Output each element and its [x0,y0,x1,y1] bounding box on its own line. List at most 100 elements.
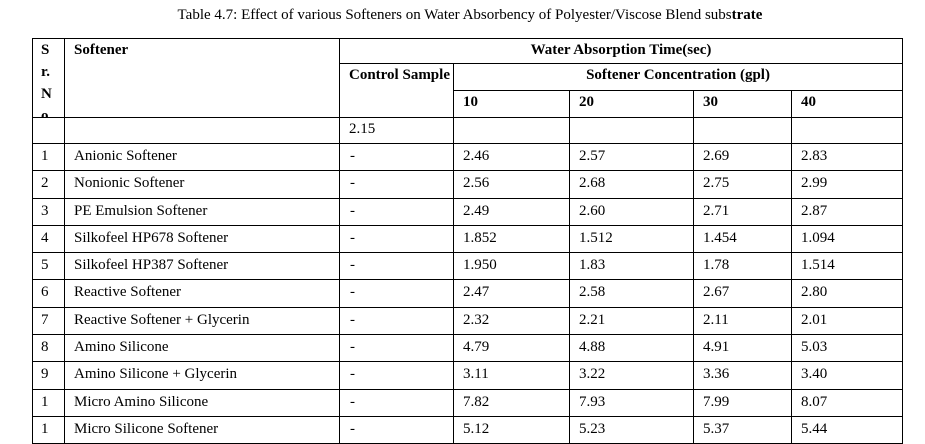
control-cell: - [339,170,454,199]
value-cell-30: 1.454 [693,224,792,254]
value-cell-30: 2.69 [693,142,792,172]
value-cell-30: 1.78 [693,252,792,281]
value-cell-20: 2.58 [569,279,694,308]
sr-cell: 1 [32,142,65,172]
table-row: 4 Silkofeel HP678 Softener -1.852 1.512 1.45… [32,224,904,254]
value-cell-30: 2.71 [693,197,792,226]
value-cell-10: 7.82 [453,388,570,417]
table-row: 1 Anionic Softener -2.46 2.57 2.69 2.83 [32,142,904,172]
control-value: 2.15 [339,117,454,144]
cell-empty [790,117,904,144]
value-cell-10: 2.49 [453,197,570,226]
value-cell-40: 2.87 [790,197,904,226]
table-row: 1 Micro Amino Silicone -7.82 7.93 7.99 8.07 [32,388,904,417]
control-cell: - [339,388,454,417]
sr-cell: 7 [32,306,65,336]
softener-name-cell: Silkofeel HP387 Softener [64,252,340,281]
control-cell: - [339,224,454,254]
cell-empty [64,117,340,144]
sr-cell: 5 [32,252,65,281]
cell-empty [32,117,65,144]
cell-empty [569,117,694,144]
sr-cell: 1 [32,415,65,444]
value-cell-30: 3.36 [693,361,792,390]
softener-name-cell: PE Emulsion Softener [64,197,340,226]
table-row: 7 Reactive Softener + Glycerin -2.32 2.21 2.… [32,306,904,336]
value-cell-20: 5.23 [569,415,694,444]
value-cell-40: 5.03 [790,334,904,363]
value-cell-40: 1.094 [790,224,904,254]
softener-absorbency-table: Sr.No Softener Water Absorption Time(sec… [32,38,904,444]
softener-name-cell: Reactive Softener + Glycerin [64,306,340,336]
cell-empty [453,117,570,144]
value-cell-40: 2.99 [790,170,904,199]
sr-cell: 2 [32,170,65,199]
value-cell-40: 3.40 [790,361,904,390]
value-cell-10: 2.47 [453,279,570,308]
value-cell-10: 2.56 [453,170,570,199]
softener-name-cell: Micro Amino Silicone [64,388,340,417]
value-cell-20: 3.22 [569,361,694,390]
value-cell-10: 5.12 [453,415,570,444]
value-cell-40: 1.514 [790,252,904,281]
caption-bold-tail: trate [731,7,763,23]
value-cell-10: 4.79 [453,334,570,363]
caption-text: Table 4.7: Effect of various Softeners o… [177,7,732,23]
sr-cell: 3 [32,197,65,226]
value-cell-40: 2.01 [790,306,904,336]
softener-name-cell: Reactive Softener [64,279,340,308]
value-cell-30: 2.67 [693,279,792,308]
header-softener: Softener [64,38,340,118]
value-cell-40: 2.83 [790,142,904,172]
value-cell-40: 2.80 [790,279,904,308]
table-row: 2 Nonionic Softener -2.56 2.68 2.75 2.99 [32,170,904,199]
softener-name-cell: Amino Silicone + Glycerin [64,361,340,390]
value-cell-20: 2.21 [569,306,694,336]
control-cell: - [339,142,454,172]
table-row: 9 Amino Silicone + Glycerin -3.11 3.22 3.36 3… [32,361,904,390]
softener-name-cell: Nonionic Softener [64,170,340,199]
value-cell-10: 1.950 [453,252,570,281]
value-cell-40: 5.44 [790,415,904,444]
value-cell-20: 2.60 [569,197,694,226]
header-conc-30: 30 [693,90,792,118]
control-cell: - [339,306,454,336]
value-cell-20: 1.83 [569,252,694,281]
softener-name-cell: Anionic Softener [64,142,340,172]
value-cell-40: 8.07 [790,388,904,417]
value-cell-30: 4.91 [693,334,792,363]
table-row: 5 Silkofeel HP387 Softener -1.950 1.83 1.78 1… [32,252,904,281]
control-cell: - [339,415,454,444]
softener-name-cell: Amino Silicone [64,334,340,363]
header-water-absorption: Water Absorption Time(sec) [338,38,904,64]
sr-cell: 8 [32,334,65,363]
cell-empty [693,117,792,144]
table-row: 1 Micro Silicone Softener -5.12 5.23 5.37 5.4… [32,415,904,444]
table-row: 3 PE Emulsion Softener -2.49 2.60 2.71 2.87 [32,197,904,226]
value-cell-10: 2.32 [453,306,570,336]
header-softener-concentration: Softener Concentration (gpl) [452,63,904,91]
header-conc-10: 10 [453,90,570,118]
header-sr-no: Sr.No [32,38,65,118]
control-cell: - [339,252,454,281]
value-cell-20: 2.68 [569,170,694,199]
value-cell-20: 1.512 [569,224,694,254]
value-cell-10: 2.46 [453,142,570,172]
table-row: 8 Amino Silicone -4.79 4.88 4.91 5.03 [32,334,904,363]
value-cell-20: 7.93 [569,388,694,417]
value-cell-10: 1.852 [453,224,570,254]
value-cell-30: 2.11 [693,306,792,336]
value-cell-20: 4.88 [569,334,694,363]
control-row: 2.15 [32,117,904,144]
table-row: 6 Reactive Softener -2.47 2.58 2.67 2.80 [32,279,904,308]
header-conc-40: 40 [790,90,904,118]
header-control-sample: Control Sample [339,63,454,118]
control-cell: - [339,279,454,308]
value-cell-10: 3.11 [453,361,570,390]
sr-cell: 9 [32,361,65,390]
sr-cell: 1 [32,388,65,417]
table-caption: Table 4.7: Effect of various Softeners o… [0,7,925,24]
control-cell: - [339,361,454,390]
value-cell-20: 2.57 [569,142,694,172]
value-cell-30: 7.99 [693,388,792,417]
